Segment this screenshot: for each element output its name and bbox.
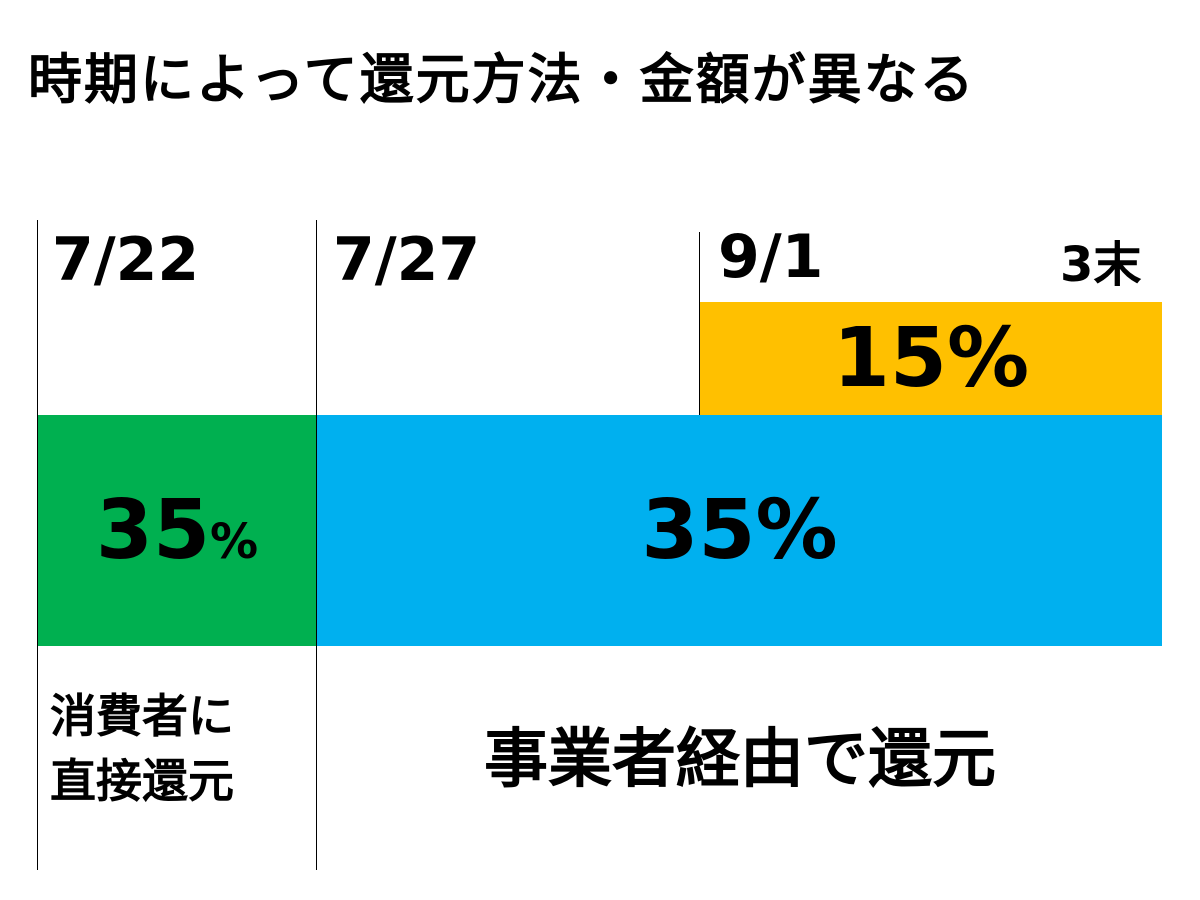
- business-rebate-block: 35%: [317, 415, 1162, 646]
- business-rebate-value: 35%: [641, 489, 837, 572]
- divider-start: [37, 220, 38, 870]
- page-title: 時期によって還元方法・金額が異なる: [28, 48, 976, 111]
- business-rebate-unit: %: [755, 482, 838, 578]
- direct-rebate-unit: %: [210, 513, 259, 570]
- business-rebate-number: 35: [641, 482, 756, 578]
- date-mid-label: 7/27: [333, 225, 481, 295]
- direct-rebate-value: 35%: [96, 489, 259, 572]
- date-end-label: 3末: [1060, 237, 1142, 293]
- date-start-label: 7/22: [52, 225, 200, 295]
- divider-mid: [316, 220, 317, 870]
- extra-rebate-number: 15: [832, 310, 947, 406]
- direct-label-line1: 消費者に: [50, 689, 234, 743]
- extra-rebate-value: 15%: [833, 317, 1029, 400]
- direct-label-line2: 直接還元: [50, 754, 234, 808]
- date-late-label: 9/1: [718, 222, 824, 292]
- divider-late: [699, 232, 700, 415]
- extra-rebate-unit: %: [946, 310, 1030, 406]
- business-label: 事業者経由で還元: [484, 723, 996, 797]
- direct-rebate-block: 35%: [38, 415, 316, 646]
- extra-rebate-block: 15%: [700, 302, 1162, 415]
- direct-rebate-number: 35: [95, 482, 211, 578]
